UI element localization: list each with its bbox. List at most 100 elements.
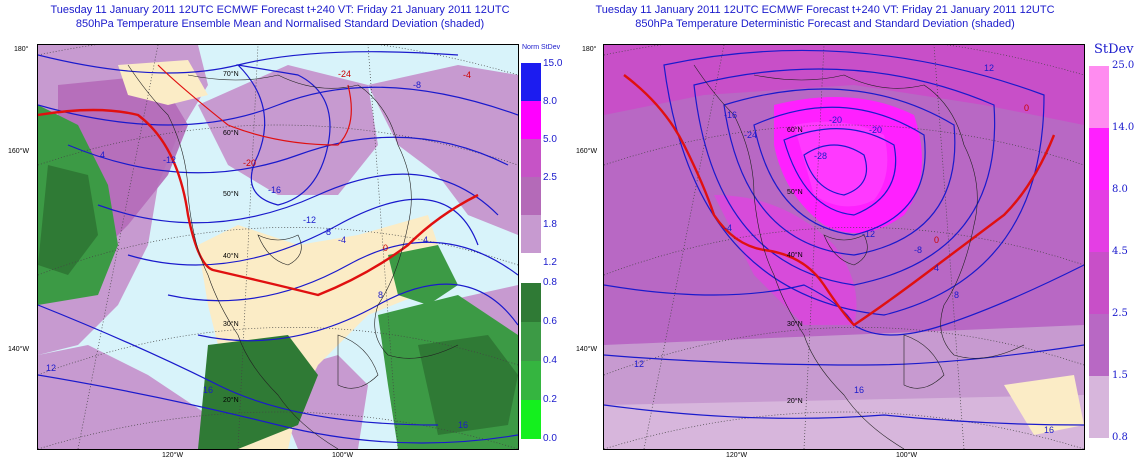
left-map-panel: Tuesday 11 January 2011 12UTC ECMWF Fore… <box>0 0 563 468</box>
right-colorbar <box>1089 66 1109 438</box>
lon-label-160w: 160°W <box>576 148 598 155</box>
green-shade-caribbean-dark <box>418 335 518 435</box>
stdev-shade-south-light <box>604 395 1084 449</box>
right-legend-level: 8.0 <box>1112 184 1128 195</box>
left-legend-level: 8.0 <box>543 96 557 107</box>
right-map-svg <box>604 45 1084 449</box>
purple-shade-atlantic <box>368 65 518 235</box>
left-legend-level: 0.2 <box>543 394 557 405</box>
contour-label: 16 <box>203 385 214 395</box>
contour-label: -12 <box>303 215 317 225</box>
right-legend-title: StDev <box>1094 42 1134 57</box>
contour-label: 16 <box>458 420 469 430</box>
left-map-svg <box>38 45 518 449</box>
contour-label: 8 <box>378 290 384 300</box>
left-title-line2: 850hPa Temperature Ensemble Mean and Nor… <box>75 18 485 30</box>
left-legend-level: 0.6 <box>543 316 557 327</box>
contour-label: -20 <box>869 125 883 135</box>
green-shade-west-dark <box>38 165 98 275</box>
contour-label: -8 <box>914 245 923 255</box>
right-graticule <box>604 45 1084 449</box>
left-colorbar-swatch <box>521 139 541 177</box>
contour-label: -4 <box>724 223 733 233</box>
left-colorbar-swatch <box>521 63 541 101</box>
contour-label: 0 <box>934 235 940 245</box>
cream-shade-north <box>118 60 208 105</box>
lon-label-100w: 100°W <box>896 452 918 459</box>
right-coastlines <box>693 64 1025 449</box>
right-legend-level: 1.5 <box>1112 370 1128 381</box>
stdev-shade-cream <box>1004 375 1084 435</box>
contour-label: 4 <box>100 150 106 160</box>
lat-label-50n: 50°N <box>223 191 239 198</box>
left-zero-contour <box>38 108 479 297</box>
lon-label-120w: 120°W <box>726 452 748 459</box>
left-colorbar <box>521 63 541 439</box>
lat-label-50n: 50°N <box>787 189 803 196</box>
left-legend-level: 5.0 <box>543 134 557 145</box>
contour-label: 4 <box>423 235 429 245</box>
left-legend-level: 2.5 <box>543 172 557 183</box>
contour-label: 12 <box>634 359 645 369</box>
right-legend-level: 0.8 <box>1112 432 1128 443</box>
left-colorbar-swatch <box>521 177 541 215</box>
lon-label-120w: 120°W <box>162 452 184 459</box>
contour-label: -4 <box>338 235 347 245</box>
lon-label-100w: 100°W <box>332 452 354 459</box>
contour-label: -24 <box>744 130 758 140</box>
lat-label-30n: 30°N <box>223 321 239 328</box>
right-colorbar-swatch <box>1089 66 1109 128</box>
left-legend-level: 0.0 <box>543 433 557 444</box>
green-shade-east <box>388 245 458 305</box>
contour-label: 4 <box>934 263 940 273</box>
left-legend-level: 1.8 <box>543 219 557 230</box>
contour-label: 16 <box>1044 425 1055 435</box>
left-legend-level: 0.4 <box>543 355 557 366</box>
contour-label: -16 <box>268 185 282 195</box>
purple-shade-canada <box>198 65 378 195</box>
left-colorbar-swatch <box>521 101 541 139</box>
right-colorbar-swatch <box>1089 252 1109 314</box>
contour-label: -28 <box>814 151 828 161</box>
lat-label-60n: 60°N <box>787 127 803 134</box>
right-map-panel: Tuesday 11 January 2011 12UTC ECMWF Fore… <box>570 0 1139 468</box>
left-colorbar-gap <box>521 253 541 283</box>
left-legend-level: 15.0 <box>543 58 563 69</box>
contour-label: -8 <box>323 227 332 237</box>
left-colorbar-swatch <box>521 361 541 400</box>
contour-label: -12 <box>862 229 876 239</box>
lon-label-180: 180° <box>14 46 29 53</box>
left-colorbar-swatch <box>521 283 541 322</box>
contour-label: 0 <box>383 243 389 253</box>
contour-label: -20 <box>243 158 257 168</box>
left-title-line1: Tuesday 11 January 2011 12UTC ECMWF Fore… <box>50 4 510 16</box>
left-colorbar-swatch <box>521 322 541 361</box>
right-legend-level: 2.5 <box>1112 308 1128 319</box>
contour-label: -8 <box>413 80 422 90</box>
right-zero-contour <box>623 74 1056 327</box>
lat-label-20n: 20°N <box>223 397 239 404</box>
left-legend-level: 0.8 <box>543 277 557 288</box>
left-coastlines <box>127 64 459 449</box>
right-title-line2: 850hPa Temperature Deterministic Forecas… <box>635 18 1015 30</box>
contour-label: -24 <box>338 69 352 79</box>
right-legend-level: 4.5 <box>1112 246 1128 257</box>
right-map-area: -24 -20 -16 -12 -8 -4 0 4 8 12 16 16 -28… <box>603 44 1085 450</box>
lon-label-140w: 140°W <box>576 346 598 353</box>
right-colorbar-swatch <box>1089 376 1109 438</box>
right-colorbar-swatch <box>1089 128 1109 190</box>
contour-label: 12 <box>984 63 995 73</box>
lon-label-140w: 140°W <box>8 346 30 353</box>
left-graticule <box>38 45 518 449</box>
contour-label: 8 <box>954 290 960 300</box>
purple-shade-pacific <box>38 345 228 449</box>
green-shade-mexico <box>198 335 318 449</box>
left-colorbar-swatch <box>521 400 541 439</box>
lat-label-60n: 60°N <box>223 130 239 137</box>
left-legend-level: 1.2 <box>543 257 557 268</box>
stdev-shade-north <box>604 45 1084 125</box>
right-colorbar-swatch <box>1089 314 1109 376</box>
left-colorbar-swatch <box>521 215 541 253</box>
right-colorbar-swatch <box>1089 190 1109 252</box>
lat-label-40n: 40°N <box>787 252 803 259</box>
